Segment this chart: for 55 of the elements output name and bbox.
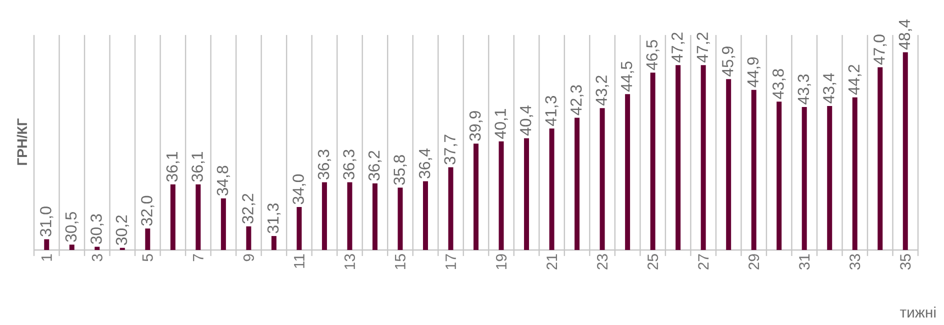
data-label: 42,3 [570,85,584,116]
data-label: 31,0 [40,206,54,236]
data-label: 40,1 [494,108,508,139]
x-tick-label: 11 [294,254,304,268]
x-tick-label: 35 [900,254,911,270]
data-label: 47,2 [696,32,710,63]
data-label: 43,4 [823,73,836,104]
data-label: 36,2 [368,150,382,181]
x-tick-label: 27 [698,254,709,270]
data-label: 43,2 [596,76,609,106]
x-tick-label: 31 [799,254,810,270]
data-label: 43,3 [798,74,811,104]
x-tick-label: 21 [546,254,557,270]
data-label: 41,3 [545,96,558,126]
y-axis-title: ГРН/КГ [16,118,28,165]
data-label: 32,2 [242,194,256,224]
x-tick-label: 33 [850,254,860,270]
x-tick-label: 19 [496,254,507,269]
data-label: 44,5 [621,62,634,92]
data-label: 37,7 [444,134,458,164]
x-tick-label: 9 [243,254,254,262]
x-tick-label: 15 [395,254,406,269]
x-tick-label: 25 [648,254,658,270]
data-label: 44,9 [747,57,760,88]
data-label: 39,9 [469,111,483,141]
data-label: 30,2 [116,215,129,246]
data-label: 48,4 [898,19,912,50]
data-label: 34,8 [216,166,230,196]
data-label: 45,9 [722,46,736,77]
x-axis-title: тижні [900,306,936,318]
x-tick-label: 29 [748,254,760,270]
data-label: 47,0 [874,34,887,65]
x-tick-label: 7 [193,254,204,262]
data-label: 40,4 [520,105,534,136]
data-label: 36,3 [318,150,332,180]
data-label: 32,0 [141,196,154,226]
x-tick-label: 23 [597,254,608,270]
data-label: 34,0 [292,174,306,204]
data-label: 36,1 [192,152,205,182]
data-label: 31,3 [267,204,281,234]
data-label: 30,3 [90,214,104,244]
x-tick-label: 5 [142,254,153,262]
x-tick-label: 1 [41,254,52,261]
data-label: 47,2 [671,32,685,63]
data-label: 36,4 [418,148,432,178]
x-tick-label: 13 [344,254,356,269]
data-label: 44,2 [848,64,862,95]
x-tick-label: 3 [92,254,102,262]
x-tick-label: 17 [446,254,456,269]
data-label: 43,8 [772,69,786,100]
data-label: 36,3 [343,150,356,180]
data-label: 46,5 [646,40,660,70]
data-label: 30,5 [65,212,78,242]
data-label: 35,8 [394,155,407,185]
data-label: 36,1 [166,152,180,182]
